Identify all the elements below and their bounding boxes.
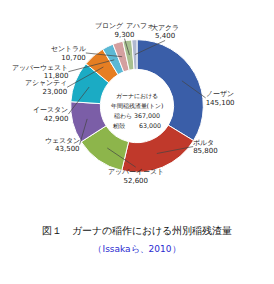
center-annotation: 稲わら 367,000 [114, 112, 160, 119]
center-annotation: ガーナにおける [116, 92, 158, 100]
category-label: アッパーウェスト [12, 64, 68, 72]
value-label: 23,000 [43, 88, 68, 96]
leader-line [67, 67, 103, 87]
slice-label: アシャンティ23,000 [25, 79, 67, 96]
wedges [71, 40, 204, 173]
slice-label: ブロング アハフォ9,300 [95, 22, 153, 39]
value-label: 52,600 [124, 177, 149, 185]
center-annotation: 年間稲残渣量(トン) [111, 102, 164, 109]
value-label: 9,300 [114, 31, 134, 39]
leader-line [182, 81, 206, 98]
slice-label: 大アクラ5,400 [151, 24, 179, 41]
value-label: 10,700 [61, 54, 86, 62]
leader-line [107, 148, 135, 167]
category-label: ウェスタン [45, 137, 80, 145]
category-label: アシャンティ [25, 79, 67, 87]
slice-label: アッパーイースト52,600 [108, 168, 164, 185]
slice-label: セントラル10,700 [51, 45, 86, 62]
center-annotation: 籾殻 63,000 [113, 122, 161, 129]
leader-line [125, 39, 130, 55]
category-label: イースタン [33, 106, 68, 114]
chart-container: ノーザン145,100ボルタ85,800アッパーイースト52,600ウェスタン4… [0, 0, 274, 284]
chart-subtitle: （Issakaら、2010） [93, 244, 180, 254]
leader-lines [67, 39, 206, 168]
value-label: 5,400 [155, 32, 175, 40]
slice-label: ノーザン145,100 [206, 90, 235, 107]
category-label: セントラル [51, 45, 86, 53]
value-label: 11,800 [44, 72, 69, 80]
chart: ノーザン145,100ボルタ85,800アッパーイースト52,600ウェスタン4… [0, 0, 274, 284]
slice-label: ボルタ85,800 [193, 139, 218, 156]
leader-line [135, 40, 165, 54]
slice-label: イースタン42,900 [33, 106, 68, 123]
labels: ノーザン145,100ボルタ85,800アッパーイースト52,600ウェスタン4… [12, 22, 234, 185]
chart-title: 図１ ガーナの稲作における州別稲残渣量 [42, 225, 232, 236]
slice-label: アッパーウェスト11,800 [12, 64, 68, 81]
category-label: ノーザン [206, 90, 234, 98]
value-label: 42,900 [44, 115, 69, 123]
category-label: ボルタ [193, 139, 214, 147]
leader-line [86, 53, 122, 57]
value-label: 85,800 [193, 147, 218, 155]
value-label: 145,100 [206, 99, 235, 107]
category-label: ブロング アハフォ [95, 22, 153, 30]
leader-line [68, 87, 89, 114]
category-label: 大アクラ [151, 24, 179, 32]
donut-wedge [71, 102, 106, 142]
slice-label: ウェスタン43,500 [45, 137, 80, 154]
donut-wedge [132, 40, 137, 70]
value-label: 43,500 [55, 145, 80, 153]
category-label: アッパーイースト [108, 168, 164, 176]
leader-line [157, 147, 193, 154]
leader-line [80, 119, 88, 145]
